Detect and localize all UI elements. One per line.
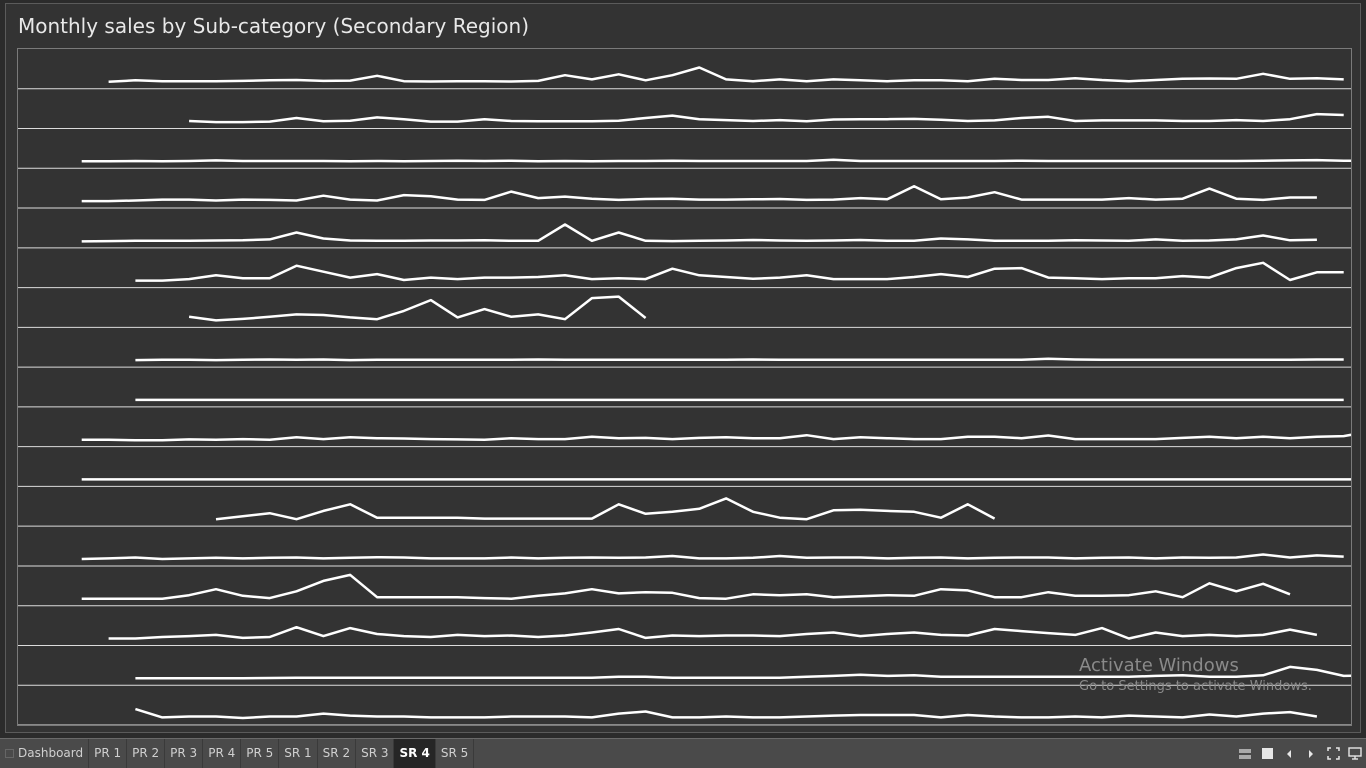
prev-arrow-icon[interactable] — [1278, 739, 1300, 768]
series-line[interactable] — [108, 66, 1344, 84]
series-line[interactable] — [81, 573, 1291, 600]
tab-sr-5[interactable]: SR 5 — [436, 739, 475, 768]
tab-label: PR 1 — [94, 746, 122, 760]
grid-view-icon[interactable] — [1234, 739, 1256, 768]
tab-label: SR 1 — [284, 746, 312, 760]
series-line[interactable] — [81, 223, 1317, 243]
series-line[interactable] — [81, 431, 1351, 442]
sheet-tabs: Dashboard PR 1 PR 2 PR 3 PR 4 PR 5 SR 1 SR 2 SR … — [0, 739, 475, 768]
sparkline-row — [18, 158, 1351, 169]
present-icon[interactable] — [1344, 739, 1366, 768]
chart-frame — [17, 48, 1352, 726]
sparkline-row — [18, 261, 1351, 289]
tab-pr-1[interactable]: PR 1 — [89, 739, 128, 768]
sparkline-row — [18, 497, 1351, 527]
sparkline-row — [18, 398, 1351, 408]
next-arrow-icon[interactable] — [1300, 739, 1322, 768]
tab-pr-3[interactable]: PR 3 — [165, 739, 204, 768]
tab-sr-2[interactable]: SR 2 — [318, 739, 357, 768]
tab-label: PR 3 — [170, 746, 198, 760]
sparkline-row — [18, 573, 1351, 607]
sparkline-row — [18, 223, 1351, 249]
series-line[interactable] — [81, 158, 1351, 163]
tab-label: PR 2 — [132, 746, 160, 760]
series-line[interactable] — [135, 665, 1351, 680]
tab-label: PR 5 — [246, 746, 274, 760]
tab-label: Dashboard — [18, 746, 84, 760]
sparkline-row — [18, 478, 1351, 487]
tab-sr-1[interactable]: SR 1 — [279, 739, 318, 768]
dashboard-grip-icon — [5, 749, 14, 758]
tab-controls — [1234, 739, 1366, 768]
sparkline-chart — [18, 66, 1351, 725]
series-line[interactable] — [81, 553, 1344, 561]
series-line[interactable] — [189, 112, 1344, 124]
series-line[interactable] — [135, 261, 1344, 282]
series-line[interactable] — [215, 497, 996, 521]
square-view-icon[interactable] — [1256, 739, 1278, 768]
sparkline-row — [18, 665, 1351, 686]
tab-label: SR 3 — [361, 746, 389, 760]
fullscreen-icon[interactable] — [1322, 739, 1344, 768]
tab-label: SR 2 — [322, 746, 351, 760]
series-line[interactable] — [135, 357, 1344, 362]
tab-sr-3[interactable]: SR 3 — [356, 739, 395, 768]
tab-dashboard[interactable]: Dashboard — [0, 739, 90, 768]
tab-label: SR 4 — [399, 746, 430, 760]
sparkline-row — [18, 431, 1351, 448]
sparkline-row — [18, 707, 1351, 725]
sparkline-row — [18, 553, 1351, 567]
series-line[interactable] — [135, 707, 1318, 720]
sparkline-row — [18, 184, 1351, 209]
sparkline-row — [18, 625, 1351, 646]
series-line[interactable] — [81, 184, 1317, 203]
sparkline-row — [18, 357, 1351, 368]
tab-pr-4[interactable]: PR 4 — [203, 739, 242, 768]
tab-sr-4[interactable]: SR 4 — [394, 739, 436, 768]
sparkline-row — [18, 112, 1351, 130]
tab-label: SR 5 — [440, 746, 469, 760]
sparkline-row — [18, 295, 1351, 328]
chart-title: Monthly sales by Sub-category (Secondary… — [18, 14, 530, 38]
series-line[interactable] — [108, 625, 1318, 640]
tab-pr-5[interactable]: PR 5 — [241, 739, 280, 768]
tab-label: PR 4 — [208, 746, 236, 760]
sparkline-row — [18, 66, 1351, 90]
sheet-tab-bar: Dashboard PR 1 PR 2 PR 3 PR 4 PR 5 SR 1 SR 2 SR … — [0, 738, 1366, 768]
series-line[interactable] — [188, 295, 647, 322]
dashboard-sheet: Monthly sales by Sub-category (Secondary… — [5, 3, 1361, 733]
tab-pr-2[interactable]: PR 2 — [127, 739, 166, 768]
